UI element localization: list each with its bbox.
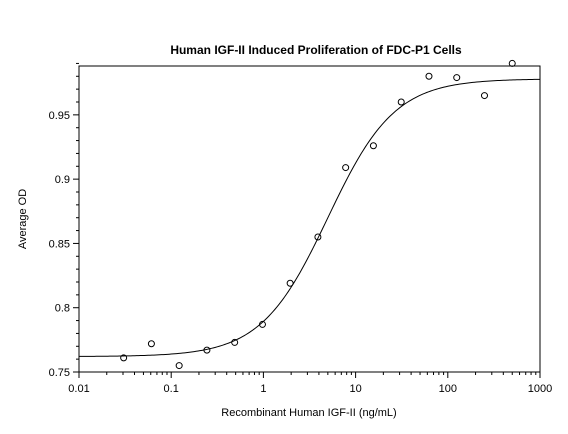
plot-frame xyxy=(78,65,541,373)
data-point xyxy=(369,142,377,150)
data-point xyxy=(342,164,350,172)
data-point xyxy=(314,233,322,241)
y-tick-label: 0.8 xyxy=(55,303,70,315)
x-tick-label: 10 xyxy=(349,383,361,395)
x-tick-label: 0.01 xyxy=(68,383,89,395)
data-point xyxy=(425,72,433,80)
data-point xyxy=(286,279,294,287)
data-point xyxy=(397,98,405,106)
data-point xyxy=(175,362,183,370)
x-tick-label: 0.1 xyxy=(164,383,179,395)
data-point xyxy=(120,354,128,362)
plot-area: 0.01 0.1 1 10 100 1000 0.75 0.8 0.85 0.9 0.95 xyxy=(49,59,552,395)
x-tick-label: 1 xyxy=(260,383,266,395)
x-axis: 0.01 0.1 1 10 100 1000 xyxy=(68,372,552,395)
data-point xyxy=(480,92,488,100)
data-point xyxy=(258,320,266,328)
data-points xyxy=(120,59,516,370)
x-tick-label: 100 xyxy=(439,383,457,395)
y-tick-label: 0.9 xyxy=(55,174,70,186)
data-point xyxy=(203,346,211,354)
y-axis-label: Average OD xyxy=(17,189,29,249)
data-point xyxy=(508,59,516,67)
y-tick-label: 0.75 xyxy=(49,367,70,379)
x-tick-label: 1000 xyxy=(528,383,552,395)
chart-title: Human IGF-II Induced Proliferation of FD… xyxy=(170,43,462,57)
y-axis: 0.75 0.8 0.85 0.9 0.95 xyxy=(49,62,79,379)
data-point xyxy=(231,338,239,346)
fit-curve xyxy=(78,78,541,357)
data-point xyxy=(147,340,155,348)
data-point xyxy=(453,74,461,82)
y-tick-label: 0.85 xyxy=(49,238,70,250)
y-tick-label: 0.95 xyxy=(49,110,70,122)
x-axis-label: Recombinant Human IGF-II (ng/mL) xyxy=(221,407,396,419)
